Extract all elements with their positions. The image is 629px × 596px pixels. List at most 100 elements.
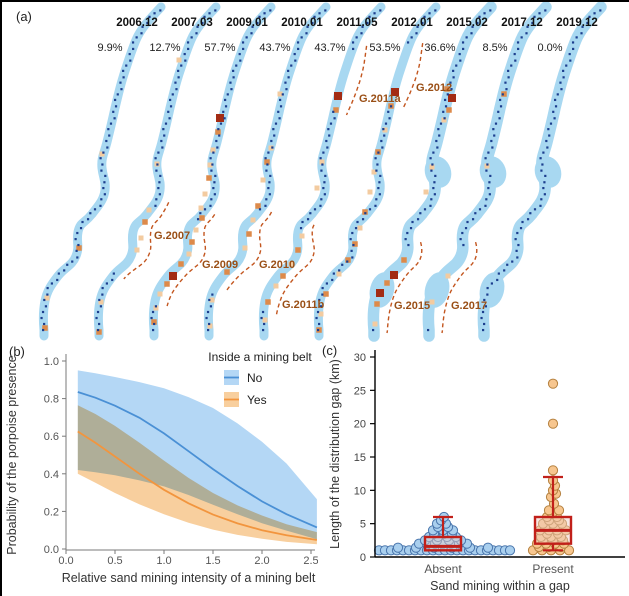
porpoise-sighting-dot [360,32,363,35]
sand-mining-patch [193,227,199,233]
porpoise-sighting-dot [521,220,524,224]
gap-label-G.2007: G.2007 [154,230,190,242]
porpoise-sighting-dot [499,98,502,102]
porpoise-sighting-dot [352,47,355,51]
porpoise-sighting-dot [132,47,135,51]
porpoise-sighting-dot [76,231,79,235]
porpoise-sighting-dot [293,52,296,56]
porpoise-sighting-dot [151,310,155,314]
sand-mining-patch [207,162,213,168]
gap-label-G.2017: G.2017 [451,300,487,312]
porpoise-sighting-dot [404,238,407,241]
porpoise-sighting-dot [316,310,320,314]
porpoise-sighting-dot [351,231,354,235]
porpoise-sighting-dot [599,9,602,12]
porpoise-sighting-dot [329,122,333,125]
porpoise-sighting-dot [332,110,335,113]
porpoise-sighting-dot [487,186,490,190]
river-shape [148,2,276,341]
porpoise-sighting-dot [516,41,520,44]
map-date-label: 2007.03 [171,17,213,29]
porpoise-sighting-dot [305,32,308,35]
porpoise-sighting-dot [79,227,83,230]
sand-mining-patch [268,145,274,151]
porpoise-sighting-dot [430,169,433,172]
porpoise-sighting-dot [423,15,426,18]
porpoise-sighting-dot [406,41,410,44]
sand-mining-patch [352,241,358,247]
porpoise-sighting-dot [46,293,49,296]
porpoise-sighting-dot [187,47,190,51]
porpoise-sighting-dot [429,204,432,207]
sand-mining-patch [336,271,342,277]
porpoise-sighting-dot [482,328,485,332]
porpoise-sighting-dot [162,128,165,131]
porpoise-sighting-dot [377,186,380,190]
porpoise-sighting-dot [264,204,267,207]
porpoise-sighting-dot [423,208,427,211]
porpoise-sighting-dot [415,32,418,35]
sand-mining-patch [44,295,50,301]
data-point [504,545,516,556]
sand-mining-patch [295,247,301,253]
porpoise-sighting-dot [111,278,114,282]
sand-mining-patch [207,323,213,329]
porpoise-sighting-dot [517,243,520,247]
porpoise-sighting-dot [224,98,227,102]
sand-mining-patch [446,107,452,113]
sand-mining-patch [209,297,215,303]
porpoise-sighting-dot [539,204,542,207]
porpoise-sighting-dot [368,15,371,18]
map-mining-percentage: 0.0% [537,42,562,54]
porpoise-sighting-dot [492,128,495,131]
x-tick-label: 0.5 [107,555,122,567]
porpoise-sighting-dot [267,151,270,154]
sand-mining-patch [264,159,270,165]
porpoise-sighting-dot [106,146,109,149]
porpoise-sighting-dot [485,198,488,201]
sand-mining-patch [371,169,377,175]
distribution-gap-outline [345,45,368,116]
porpoise-sighting-dot [131,41,135,44]
porpoise-sighting-dot [50,282,53,285]
porpoise-sighting-dot [43,298,46,302]
porpoise-sighting-dot [169,98,172,102]
porpoise-sighting-dot [97,328,100,332]
porpoise-sighting-dot [546,146,549,149]
sand-mining-patch [401,257,407,263]
porpoise-sighting-dot [150,316,153,320]
sand-mining-patch [376,289,384,297]
porpoise-sighting-dot [427,328,430,332]
river-lake [534,156,562,188]
porpoise-sighting-dot [258,15,261,18]
porpoise-sighting-dot [250,32,253,35]
porpoise-sighting-dot [321,286,324,290]
porpoise-sighting-dot [346,260,349,263]
porpoise-sighting-dot [154,157,157,160]
porpoise-sighting-dot [213,193,216,196]
river-shape [203,2,331,341]
river-map-2009.01 [148,2,276,341]
porpoise-sighting-dot [486,163,489,166]
porpoise-sighting-dot [101,286,104,290]
porpoise-sighting-dot [378,193,381,196]
river-shape [258,2,386,341]
porpoise-sighting-dot [432,186,435,190]
porpoise-sighting-dot [437,128,440,131]
map-date-label: 2006.12 [116,17,158,29]
y-tick-label: 15 [354,452,366,464]
porpoise-sighting-dot [171,93,174,96]
map-date-label: 2012.01 [391,17,433,29]
porpoise-sighting-dot [112,272,115,275]
porpoise-sighting-dot [507,69,510,72]
porpoise-sighting-dot [442,110,445,113]
porpoise-sighting-dot [432,151,435,154]
porpoise-sighting-dot [104,174,107,178]
sand-mining-patch [206,175,212,181]
porpoise-sighting-dot [383,134,386,137]
porpoise-sighting-dot [504,81,507,84]
porpoise-sighting-dot [41,310,45,314]
y-axis-title: Length of the distribution gap (km) [328,359,342,549]
porpoise-sighting-dot [199,212,202,215]
porpoise-sighting-dot [361,25,364,28]
